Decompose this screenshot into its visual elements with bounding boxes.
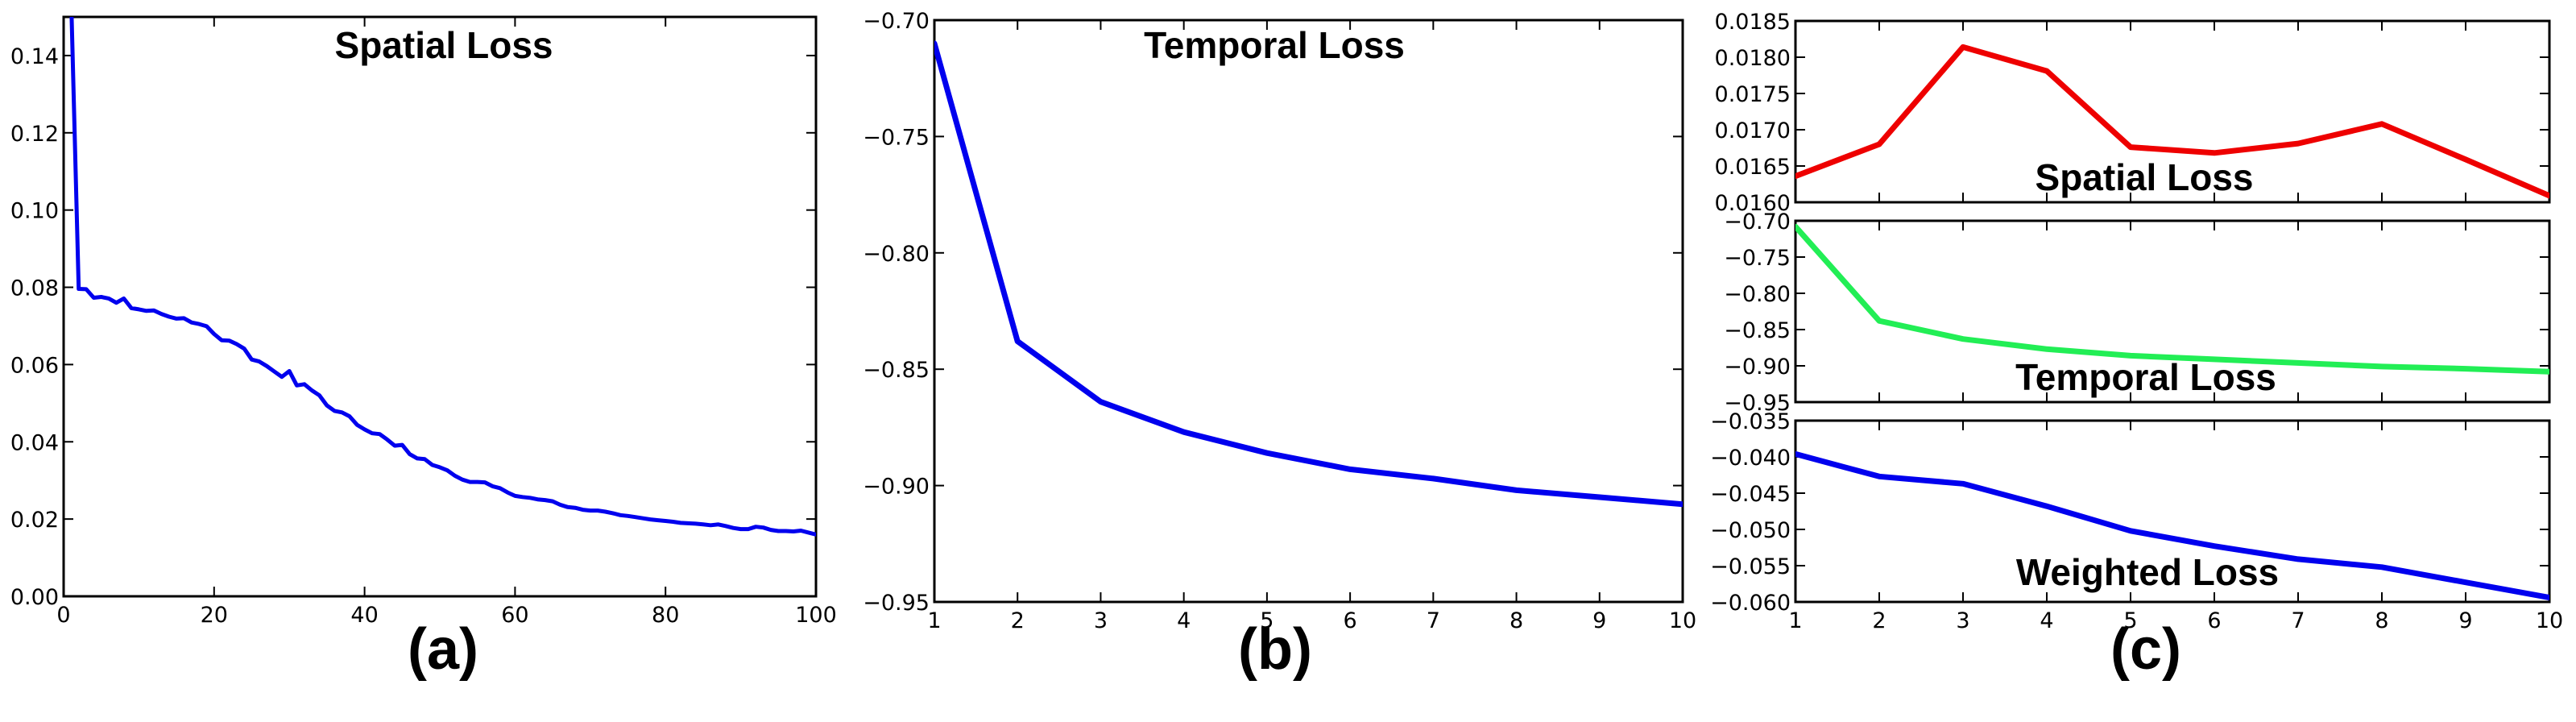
plot-area-frame	[1794, 419, 2551, 604]
subplot-title: Weighted Loss	[2016, 551, 2279, 593]
x-tick-label: 7	[1427, 608, 1440, 633]
x-tick-label: 2	[1872, 608, 1886, 633]
axis-ticks	[934, 19, 1684, 603]
x-tick-label: 0	[56, 603, 70, 628]
x-tick-label: 60	[501, 603, 528, 628]
x-tick-label: 1	[927, 608, 941, 633]
plot-area-frame	[62, 15, 818, 598]
x-tick-label: 6	[1344, 608, 1357, 633]
panel-label-a: (a)	[408, 617, 478, 682]
spatial-loss-line	[69, 17, 816, 537]
y-tick-label: 0.00	[10, 585, 59, 610]
x-tick-label: 9	[1592, 608, 1606, 633]
x-tick-label: 1	[1788, 608, 1802, 633]
y-tick-label: −0.050	[1710, 518, 1791, 543]
panel-a-spatial-loss-chart: 0 20 40 60 80 100 0.00 0.02 0.04 0.06 0.08 0.10 0.12…	[10, 15, 837, 628]
y-tick-label: −0.040	[1710, 446, 1791, 471]
plot-area-frame	[1794, 19, 2551, 204]
chart-title: Temporal Loss	[1144, 24, 1405, 66]
x-tick-label: 100	[795, 603, 837, 628]
panel-c-temporal-loss-subplot: −0.95 −0.90 −0.85 −0.80 −0.75 −0.70 Temporal …	[1724, 210, 2551, 416]
panel-c-spatial-loss-subplot: 0.0160 0.0165 0.0170 0.0175 0.0180 0.0185 Spa…	[1715, 10, 2551, 216]
y-tick-label: −0.70	[863, 9, 930, 34]
chart-title: Spatial Loss	[335, 24, 553, 66]
subplot-title: Temporal Loss	[2015, 356, 2276, 398]
y-tick-label: −0.70	[1724, 210, 1791, 234]
axis-tick-labels: 0.0160 0.0165 0.0170 0.0175 0.0180 0.0185	[1715, 10, 1791, 216]
plot-area-frame	[933, 19, 1684, 604]
y-tick-label: 0.0185	[1715, 10, 1791, 35]
y-tick-label: 0.0170	[1715, 118, 1791, 143]
x-tick-label: 3	[1094, 608, 1108, 633]
y-tick-label: 0.0165	[1715, 155, 1791, 180]
y-tick-label: −0.95	[863, 591, 930, 616]
plot-area-frame	[1794, 219, 2551, 404]
y-tick-label: −0.95	[1724, 391, 1791, 416]
x-tick-label: 5	[1260, 608, 1274, 633]
subplot-title: Spatial Loss	[2036, 156, 2254, 198]
y-tick-label: 0.04	[10, 430, 59, 455]
y-tick-label: 0.10	[10, 199, 59, 224]
y-tick-label: 0.0180	[1715, 46, 1791, 71]
x-tick-label: 10	[1669, 608, 1696, 633]
y-tick-label: −0.75	[863, 125, 930, 150]
x-tick-label: 4	[2040, 608, 2053, 633]
x-tick-label: 8	[1510, 608, 1523, 633]
y-tick-label: −0.035	[1710, 409, 1791, 434]
y-tick-label: −0.060	[1710, 591, 1791, 616]
panel-b-temporal-loss-chart: 1 2 3 4 5 6 7 8 9 10 −0.95 −0.90 −0.85 −0.80 −0.75 −0.7…	[863, 9, 1696, 633]
y-tick-label: 0.08	[10, 276, 59, 301]
axis-tick-labels: 1 2 3 4 5 6 7 8 9 10 −0.060 −0.055 −0.050 −0.045 −0.04…	[1710, 409, 2563, 633]
y-tick-label: 0.0175	[1715, 82, 1791, 107]
weighted-loss-line	[1795, 450, 2549, 601]
y-tick-label: −0.75	[1724, 246, 1791, 271]
x-tick-label: 6	[2207, 608, 2221, 633]
y-tick-label: 0.02	[10, 508, 59, 533]
x-tick-label: 8	[2375, 608, 2388, 633]
x-tick-label: 40	[350, 603, 378, 628]
x-tick-label: 4	[1177, 608, 1191, 633]
y-tick-label: −0.045	[1710, 482, 1791, 507]
x-tick-label: 3	[1956, 608, 1969, 633]
x-tick-label: 2	[1011, 608, 1025, 633]
y-tick-label: −0.80	[863, 242, 930, 267]
y-tick-label: −0.80	[1724, 282, 1791, 307]
x-tick-label: 10	[2536, 608, 2563, 633]
axis-tick-labels: 1 2 3 4 5 6 7 8 9 10 −0.95 −0.90 −0.85 −0.80 −0.75 −0.7…	[863, 9, 1696, 633]
y-tick-label: −0.055	[1710, 554, 1791, 579]
y-tick-label: −0.85	[1724, 318, 1791, 343]
axis-tick-labels: 0 20 40 60 80 100 0.00 0.02 0.04 0.06 0.08 0.10 0.12…	[10, 44, 837, 628]
y-tick-label: −0.90	[1724, 355, 1791, 380]
x-tick-label: 5	[2123, 608, 2137, 633]
panel-c-weighted-loss-subplot: 1 2 3 4 5 6 7 8 9 10 −0.060 −0.055 −0.050 −0.045 −0.04…	[1710, 409, 2563, 633]
x-tick-label: 7	[2291, 608, 2305, 633]
y-tick-label: 0.0160	[1715, 191, 1791, 216]
x-tick-label: 80	[652, 603, 679, 628]
temporal-loss-line	[934, 40, 1683, 508]
temporal-loss-line	[1795, 223, 2549, 375]
axis-ticks	[1795, 220, 2550, 403]
panel-label-b: (b)	[1238, 617, 1312, 682]
y-tick-label: 0.12	[10, 122, 59, 147]
axis-ticks	[1795, 20, 2550, 203]
axis-ticks	[63, 17, 817, 597]
axis-tick-labels: −0.95 −0.90 −0.85 −0.80 −0.75 −0.70	[1724, 210, 1791, 416]
x-tick-label: 9	[2458, 608, 2472, 633]
x-tick-label: 20	[201, 603, 228, 628]
y-tick-label: 0.14	[10, 44, 59, 69]
panel-label-c: (c)	[2110, 617, 2181, 682]
spatial-loss-line	[1795, 44, 2549, 199]
y-tick-label: −0.85	[863, 358, 930, 383]
axis-ticks	[1795, 420, 2550, 603]
y-tick-label: −0.90	[863, 475, 930, 500]
y-tick-label: 0.06	[10, 353, 59, 378]
